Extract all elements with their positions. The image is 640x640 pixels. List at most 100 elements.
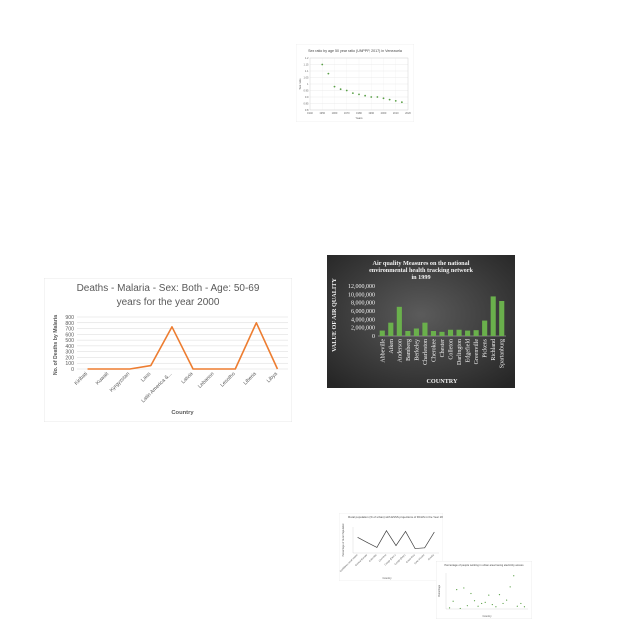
- y-tick-label: 800: [65, 321, 74, 327]
- data-point: [370, 96, 373, 98]
- y-axis-label: Percentage: [438, 584, 441, 597]
- y-axis-label: Sex ratio: [298, 78, 302, 89]
- x-axis-label: Country: [482, 614, 492, 618]
- sex-ratio-svg: Sex ratio by age 50 year ratio (UNPPP, 2…: [295, 43, 415, 123]
- data-point: [395, 545, 397, 546]
- data-point: [477, 605, 479, 607]
- data-point: [509, 586, 511, 588]
- y-axis-label: Percentage of Rural Population: [342, 523, 345, 557]
- data-point: [400, 101, 403, 104]
- y-axis-label: No. of Deaths by Malaria: [53, 315, 59, 375]
- x-tick-label: Berkeley: [414, 339, 420, 361]
- bar-charleston: [422, 322, 428, 336]
- data-point: [333, 85, 336, 88]
- data-point: [386, 530, 387, 532]
- y-tick-label: 8,000,000: [351, 301, 375, 307]
- y-tick-label: 700: [65, 327, 74, 333]
- data-point: [382, 97, 385, 100]
- x-axis-label: COUNTRY: [426, 378, 458, 385]
- x-tick-label: 1970: [344, 111, 350, 115]
- data-point: [470, 592, 472, 595]
- data-point: [466, 605, 468, 607]
- chart-background: [295, 43, 415, 123]
- data-point: [452, 600, 454, 602]
- electricity-svg: Percentage of people working in urban ar…: [435, 560, 533, 620]
- x-axis-label: Country: [382, 576, 392, 580]
- chart-background: [43, 277, 293, 423]
- data-point: [448, 607, 451, 609]
- y-tick-label: 6,000,000: [351, 309, 375, 315]
- plot-area: [309, 57, 409, 111]
- data-point: [339, 88, 342, 91]
- y-tick-label: 1.05: [303, 76, 309, 80]
- data-point: [351, 92, 354, 94]
- x-axis-label: Country: [171, 410, 194, 416]
- x-tick-label: 2010: [393, 111, 399, 115]
- bar-colleton: [447, 329, 454, 336]
- x-axis-label: Years: [355, 116, 363, 120]
- data-point: [502, 602, 504, 605]
- data-point: [321, 63, 324, 66]
- y-tick-label: 400: [65, 344, 74, 350]
- data-point: [463, 587, 465, 589]
- data-point: [364, 94, 367, 97]
- y-tick-label: 0: [71, 367, 74, 373]
- x-tick-label: Aiken: [389, 339, 395, 354]
- malaria-chart: Deaths - Malaria - Sex: Both - Age: 50-6…: [43, 277, 293, 423]
- y-tick-label: 1: [307, 82, 309, 86]
- series-line: [87, 321, 279, 370]
- x-tick-label: Bamberg: [406, 339, 412, 361]
- data-point: [516, 605, 518, 607]
- data-point: [484, 601, 486, 603]
- x-tick-label: Richland: [491, 339, 497, 361]
- data-point: [481, 602, 483, 605]
- rural-population-chart: Rural population (% of urban) with ESSS …: [338, 512, 446, 582]
- bar-richland: [490, 296, 496, 336]
- x-tick-label: Croatia: [427, 553, 435, 561]
- x-tick-label: 1950: [319, 111, 325, 115]
- bar-edgefield: [465, 330, 471, 336]
- y-tick-label: 10,000,000: [348, 292, 375, 298]
- data-point: [376, 96, 379, 98]
- chart-title: Percentage of people working in urban ar…: [444, 563, 524, 567]
- y-tick-label: 900: [65, 315, 74, 321]
- y-tick-label: 0.8: [305, 108, 309, 112]
- sex-ratio-chart: Sex ratio by age 50 year ratio (UNPPP, 2…: [295, 43, 415, 123]
- x-tick-label: Anderson: [397, 339, 403, 362]
- bar-darlington: [456, 329, 462, 336]
- data-point: [488, 594, 490, 596]
- bar-chester: [439, 331, 445, 336]
- rural-population-svg: Rural population (% of urban) with ESSS …: [338, 512, 446, 582]
- chart-title-line3: in 1999: [411, 274, 430, 281]
- x-tick-label: Costa Rica: [405, 553, 416, 564]
- y-tick-label: 1.2: [305, 56, 309, 60]
- y-tick-label: 200: [65, 355, 74, 361]
- x-tick-label: Greenville: [474, 339, 480, 365]
- x-tick-label: 1980: [356, 111, 362, 115]
- y-tick-label: 1.1: [305, 69, 309, 73]
- chart-title-line1: Air quality Measures on the national: [373, 260, 470, 267]
- y-tick-label: 0.9: [305, 95, 309, 99]
- data-point: [376, 547, 378, 548]
- data-point: [394, 100, 397, 102]
- data-point: [433, 531, 435, 533]
- data-point: [491, 603, 493, 606]
- data-point: [506, 599, 508, 601]
- bar-greenville: [473, 330, 479, 336]
- data-point: [405, 531, 406, 532]
- y-tick-label: 4,000,000: [351, 317, 375, 323]
- y-tick-label: 0.95: [303, 89, 309, 93]
- malaria-svg: Deaths - Malaria - Sex: Both - Age: 50-6…: [43, 277, 293, 423]
- data-point: [456, 589, 458, 591]
- x-tick-label: 1940: [307, 111, 313, 115]
- data-point: [345, 89, 348, 92]
- air-quality-chart: Air quality Measures on the national envi…: [327, 255, 515, 388]
- data-point: [424, 547, 425, 549]
- data-point: [473, 600, 476, 602]
- y-tick-label: 600: [65, 332, 74, 338]
- x-tick-label: Darlington: [457, 339, 463, 365]
- y-tick-label: 300: [65, 350, 74, 356]
- x-tick-label: Abbeville: [380, 339, 386, 363]
- data-point: [523, 606, 526, 608]
- bar-abbeville: [379, 330, 385, 336]
